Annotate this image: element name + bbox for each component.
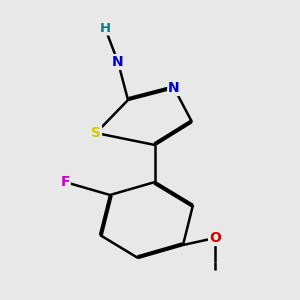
Text: S: S [91, 126, 101, 140]
Text: N: N [112, 55, 124, 69]
Text: H: H [99, 22, 111, 34]
Text: N: N [168, 81, 180, 95]
Text: O: O [209, 231, 221, 245]
Text: F: F [60, 175, 70, 189]
